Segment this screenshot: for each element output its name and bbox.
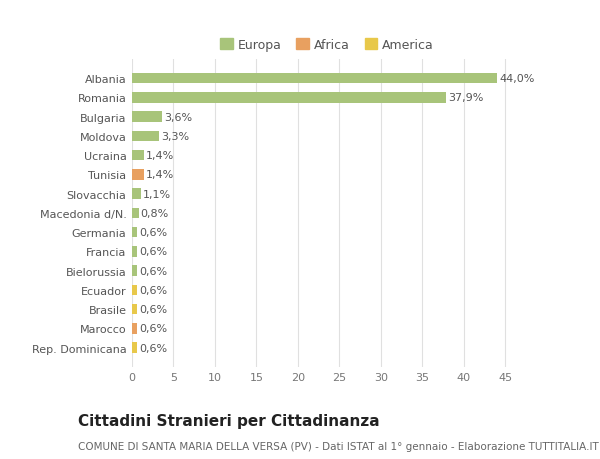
Text: 0,6%: 0,6% [139, 324, 167, 334]
Bar [132, 73, 497, 84]
Bar [132, 246, 137, 257]
Bar [132, 266, 137, 276]
Text: 1,1%: 1,1% [143, 189, 172, 199]
Text: 0,6%: 0,6% [139, 343, 167, 353]
Text: 0,6%: 0,6% [139, 266, 167, 276]
Text: Cittadini Stranieri per Cittadinanza: Cittadini Stranieri per Cittadinanza [78, 413, 380, 428]
Bar [132, 343, 137, 353]
Text: 0,6%: 0,6% [139, 228, 167, 238]
Legend: Europa, Africa, America: Europa, Africa, America [216, 35, 438, 56]
Text: 0,6%: 0,6% [139, 285, 167, 295]
Text: COMUNE DI SANTA MARIA DELLA VERSA (PV) - Dati ISTAT al 1° gennaio - Elaborazione: COMUNE DI SANTA MARIA DELLA VERSA (PV) -… [78, 441, 599, 451]
Bar [132, 170, 143, 180]
Bar [132, 208, 139, 219]
Bar [132, 151, 143, 161]
Bar [132, 93, 446, 103]
Bar [132, 131, 160, 142]
Text: 1,4%: 1,4% [146, 170, 174, 180]
Text: 1,4%: 1,4% [146, 151, 174, 161]
Text: 0,6%: 0,6% [139, 247, 167, 257]
Text: 3,6%: 3,6% [164, 112, 192, 123]
Text: 0,8%: 0,8% [141, 208, 169, 218]
Bar [132, 227, 137, 238]
Text: 3,3%: 3,3% [161, 132, 190, 141]
Bar [132, 324, 137, 334]
Text: 37,9%: 37,9% [449, 93, 484, 103]
Text: 0,6%: 0,6% [139, 304, 167, 314]
Bar [132, 304, 137, 315]
Bar [132, 112, 162, 123]
Bar [132, 285, 137, 296]
Bar [132, 189, 141, 200]
Text: 44,0%: 44,0% [499, 74, 535, 84]
